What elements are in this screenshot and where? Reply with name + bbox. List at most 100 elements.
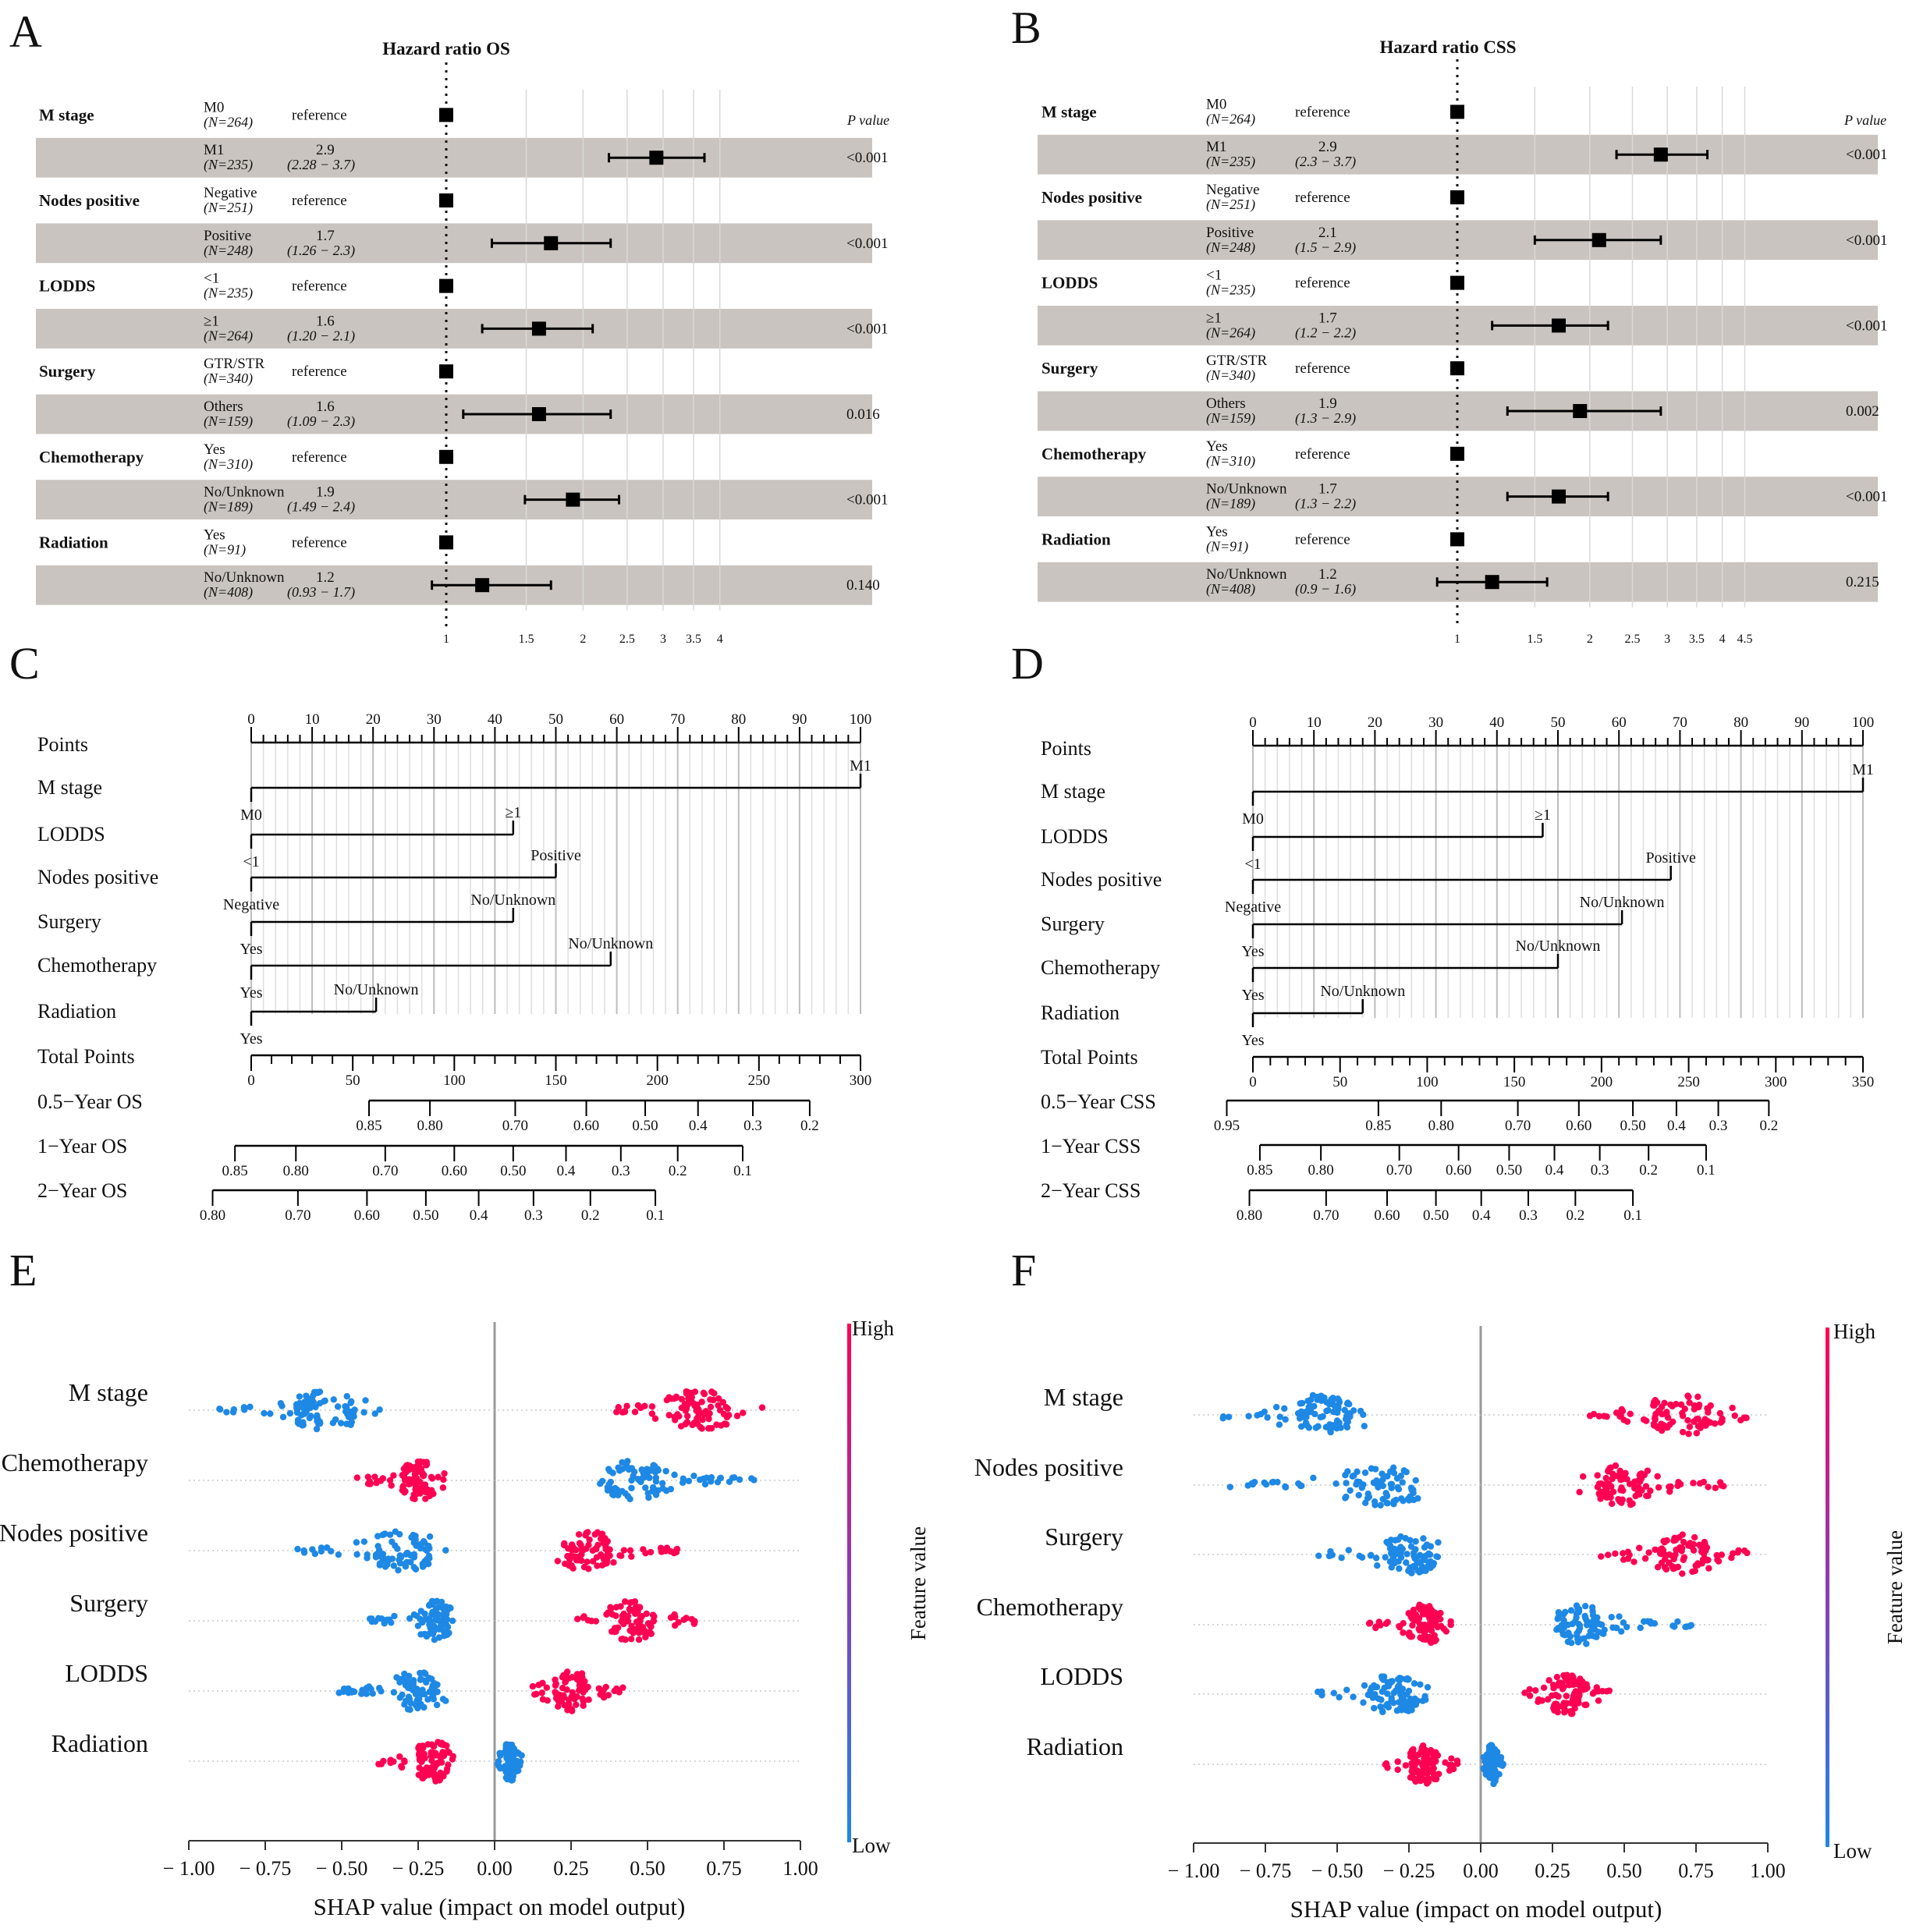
- shap-dot: [1358, 1554, 1366, 1562]
- n-label: (N=189): [204, 499, 253, 516]
- shap-dot: [1297, 1400, 1304, 1407]
- shap-dot: [1623, 1476, 1630, 1483]
- forest-plot-os: A Hazard ratio OS P value 1 1.5 2 2.5 3 3.5 4 M…: [9, 6, 889, 646]
- survival-tick-label: 0.80: [1237, 1207, 1262, 1224]
- shap-dot: [424, 1696, 431, 1703]
- shap-dot: [1321, 1394, 1328, 1402]
- shap-dot: [279, 1402, 286, 1409]
- shap-dot: [636, 1604, 643, 1611]
- shap-dot: [443, 1622, 450, 1629]
- survival-tick-label: 0.70: [1386, 1162, 1412, 1179]
- hr-value: 1.9: [316, 484, 335, 501]
- variable-label: M stage: [1041, 102, 1097, 121]
- shap-dot: [1677, 1401, 1685, 1408]
- shap-dot: [1559, 1631, 1567, 1638]
- shap-dot: [688, 1389, 695, 1397]
- shap-dot: [619, 1615, 626, 1622]
- shap-dot: [1416, 1601, 1423, 1608]
- shap-dot: [1428, 1756, 1435, 1764]
- shap-dot: [1382, 1554, 1389, 1561]
- shap-dot: [1666, 1421, 1673, 1428]
- level-low-label: Negative: [223, 896, 279, 913]
- shap-dot: [1669, 1554, 1677, 1561]
- shap-dot: [1488, 1747, 1496, 1754]
- shap-dot: [1315, 1552, 1322, 1559]
- shap-dot: [1616, 1613, 1623, 1620]
- shap-dot: [1605, 1551, 1612, 1558]
- shap-dot: [1393, 1707, 1401, 1714]
- survival-tick-label: 0.3: [1709, 1118, 1728, 1134]
- level-high-label: Positive: [1645, 849, 1696, 867]
- hr-point: [439, 535, 453, 550]
- level-high-label: No/Unknown: [334, 981, 419, 998]
- shap-dot: [389, 1538, 396, 1545]
- shap-dot: [342, 1402, 349, 1410]
- shap-dot: [413, 1466, 421, 1473]
- shap-dot: [1691, 1406, 1698, 1413]
- shap-dot: [630, 1468, 638, 1476]
- shap-dot: [1619, 1407, 1627, 1415]
- shap-dot: [1663, 1537, 1670, 1544]
- shap-dot: [1735, 1547, 1742, 1554]
- shap-dot: [417, 1669, 424, 1677]
- shaded-row: [36, 309, 872, 349]
- shap-dot: [1361, 1682, 1368, 1689]
- survival-tick-label: 0.85: [222, 1163, 248, 1179]
- shap-dot: [316, 1420, 323, 1427]
- shap-dot: [1306, 1409, 1313, 1416]
- variable-label: LODDS: [39, 277, 95, 296]
- reference-label: reference: [292, 278, 347, 295]
- shap-dot: [573, 1693, 580, 1700]
- shap-dot: [563, 1668, 571, 1675]
- variable-label: Surgery: [39, 362, 96, 381]
- survival-tick-label: 0.50: [632, 1118, 658, 1134]
- shap-dot: [429, 1608, 436, 1616]
- shap-dot: [261, 1409, 268, 1417]
- shap-dot: [435, 1604, 442, 1611]
- nomogram-os: C Points M stage LODDS Nodes positive Surger…: [9, 638, 871, 1224]
- shap-dot: [1388, 1695, 1395, 1702]
- shap-dot: [1575, 1679, 1582, 1686]
- x-tick-label: 0.75: [1678, 1859, 1714, 1882]
- n-label: (N=264): [1206, 111, 1255, 127]
- shap-dot: [400, 1473, 408, 1480]
- shap-dot: [680, 1616, 687, 1623]
- n-label: (N=91): [1206, 538, 1248, 555]
- shap-dot: [420, 1751, 428, 1758]
- hr-point: [439, 364, 453, 379]
- shap-dot: [1685, 1542, 1692, 1549]
- shap-dot: [1603, 1480, 1611, 1487]
- shap-dot: [1559, 1680, 1566, 1687]
- x-tick-label: 3: [660, 633, 666, 646]
- shap-dot: [1350, 1693, 1357, 1700]
- shap-dot: [1245, 1413, 1252, 1420]
- shap-dot: [1679, 1570, 1686, 1577]
- shap-dot: [695, 1412, 702, 1419]
- shap-dot: [1301, 1414, 1308, 1421]
- reference-label: reference: [1295, 531, 1350, 548]
- shap-dot: [1388, 1468, 1396, 1475]
- n-label: (N=251): [1206, 197, 1255, 213]
- shap-dot: [724, 1405, 731, 1413]
- shap-dot: [1421, 1556, 1428, 1564]
- p-value: <0.001: [846, 236, 888, 252]
- shap-dot: [624, 1458, 631, 1465]
- shap-dot: [628, 1484, 635, 1492]
- shap-dot: [1647, 1487, 1654, 1494]
- shap-dot: [334, 1403, 342, 1410]
- x-tick-label: 2: [1587, 633, 1593, 646]
- shap-dot: [637, 1622, 644, 1630]
- ci-label: (2.28 − 3.7): [287, 157, 355, 173]
- shap-dot: [635, 1636, 643, 1643]
- points-tick-label: 80: [1733, 714, 1748, 731]
- reference-label: reference: [292, 363, 347, 380]
- shap-dot: [619, 1487, 626, 1495]
- shap-dot: [409, 1476, 417, 1484]
- reference-label: reference: [292, 107, 347, 123]
- shap-dot: [1397, 1691, 1404, 1698]
- shap-dot: [1407, 1749, 1414, 1757]
- shap-dot: [1431, 1638, 1439, 1645]
- survival-tick-label: 0.70: [372, 1163, 398, 1179]
- shap-dot: [397, 1554, 405, 1562]
- shap-dot: [398, 1764, 406, 1771]
